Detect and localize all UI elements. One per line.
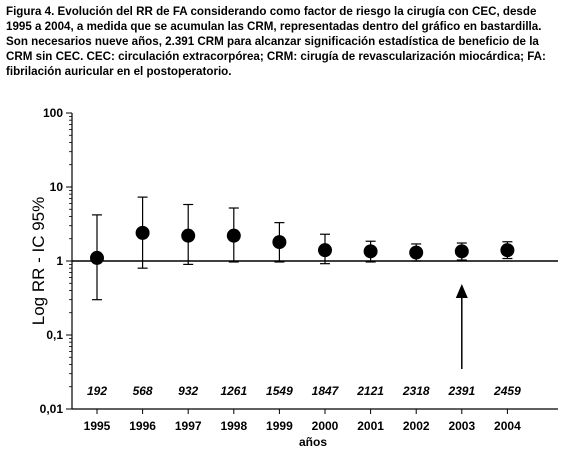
crm-count-label: 1261 (220, 384, 247, 398)
rr-point (272, 235, 287, 250)
axes: 100 10 1 0,1 0,01 1995 1996 1997 1998 1999 2000 200… (40, 106, 558, 433)
rr-point (226, 228, 241, 243)
x-tick-label: 1997 (175, 419, 202, 433)
significance-arrow-group (455, 284, 468, 369)
x-tick-label: 2000 (312, 419, 339, 433)
rr-point (409, 245, 424, 260)
x-tick-label: 2001 (357, 419, 384, 433)
y-tick-label: 100 (43, 106, 63, 120)
crm-labels: 192 568 932 1261 1549 1847 2121 2318 2391 2459 (87, 384, 521, 398)
crm-count-label: 1549 (266, 384, 293, 398)
y-axis-label: Log RR - IC 95% (29, 197, 48, 326)
y-tick-label: 10 (50, 180, 64, 194)
crm-count-label: 192 (87, 384, 107, 398)
x-tick-label: 1998 (220, 419, 247, 433)
y-tick-label: 1 (56, 254, 63, 268)
crm-count-label: 1847 (312, 384, 340, 398)
x-tick-label: 1996 (129, 419, 156, 433)
rr-point (363, 244, 378, 259)
error-bars (92, 196, 513, 301)
x-tick-label: 2003 (448, 419, 475, 433)
crm-count-label: 2121 (356, 384, 384, 398)
rr-point (500, 243, 515, 258)
x-tick-label: 2004 (494, 419, 521, 433)
y-tick-label: 0,01 (40, 402, 64, 416)
rr-point (90, 250, 104, 265)
x-axis-label: años (299, 435, 327, 449)
x-tick-label: 1995 (84, 419, 111, 433)
data-points (90, 225, 515, 265)
arrow-head (455, 284, 468, 298)
figure-caption: Figura 4. Evolución del RR de FA conside… (6, 5, 546, 78)
crm-count-label: 2391 (447, 384, 475, 398)
rr-point (181, 228, 196, 243)
y-tick-label: 0,1 (46, 328, 63, 342)
rr-point (318, 243, 332, 258)
crm-count-label: 2459 (493, 384, 521, 398)
crm-count-label: 2318 (402, 384, 430, 398)
x-tick-label: 2002 (403, 419, 430, 433)
rr-point (135, 225, 150, 240)
crm-count-label: 932 (178, 384, 198, 398)
rr-point (454, 244, 469, 259)
crm-count-label: 568 (133, 384, 153, 398)
x-tick-label: 1999 (266, 419, 293, 433)
